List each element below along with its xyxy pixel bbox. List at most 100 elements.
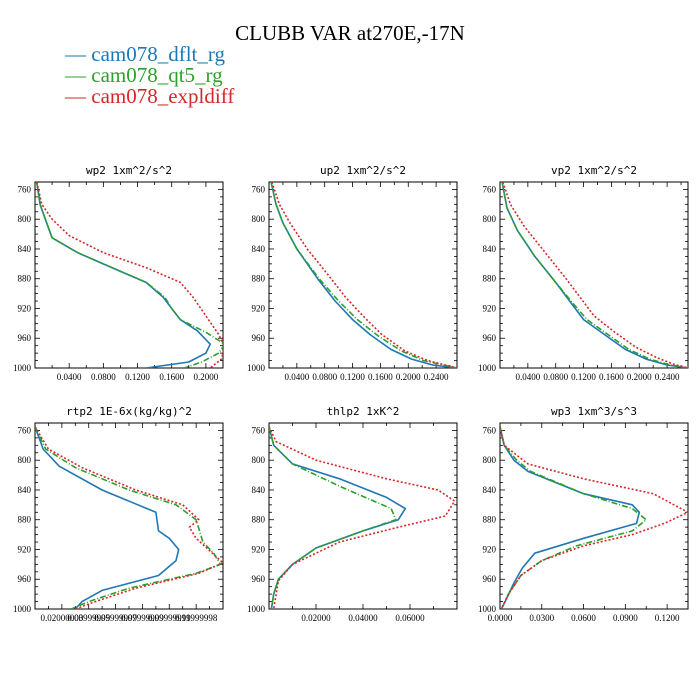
- series-line: [35, 426, 180, 609]
- panel-title: thlp2 1xK^2: [327, 405, 400, 418]
- x-tick-label: 0.0400: [515, 372, 540, 382]
- series-line: [500, 426, 688, 609]
- y-tick-label: 880: [483, 274, 497, 284]
- y-tick-label: 880: [252, 515, 266, 525]
- legend: — cam078_dflt_rg— cam078_qt5_rg— cam078_…: [64, 42, 234, 108]
- x-tick-label: 0.0300: [529, 613, 554, 623]
- x-tick-label: 0.1600: [368, 372, 393, 382]
- x-tick-label: 0.02000000: [40, 613, 83, 623]
- x-tick-label: 0.2000: [627, 372, 652, 382]
- plot-frame: [34, 181, 224, 369]
- x-tick-label: 0.02000: [301, 613, 331, 623]
- panel-title: up2 1xm^2/s^2: [320, 164, 406, 177]
- figure-title: CLUBB VAR at270E,-17N: [235, 21, 465, 45]
- x-tick-label: 0.0800: [91, 372, 116, 382]
- x-tick-label: 0.1200: [125, 372, 150, 382]
- series-line: [35, 426, 222, 609]
- x-tick-label: 0.1600: [599, 372, 624, 382]
- x-tick-label: 0.09999999: [148, 613, 191, 623]
- y-tick-label: 880: [252, 274, 266, 284]
- panel-title: vp2 1xm^2/s^2: [551, 164, 637, 177]
- y-tick-label: 920: [483, 544, 497, 554]
- y-tick-label: 760: [18, 184, 32, 194]
- series-line: [269, 426, 397, 609]
- y-tick-label: 840: [483, 485, 497, 495]
- x-tick-label: 0.04000: [348, 613, 378, 623]
- y-tick-label: 1000: [247, 363, 266, 373]
- y-tick-label: 800: [483, 214, 497, 224]
- x-tick-label: 0.07999999: [121, 613, 164, 623]
- y-tick-label: 760: [483, 425, 497, 435]
- panel-title: wp3 1xm^3/s^3: [551, 405, 637, 418]
- plot-frame: [268, 181, 458, 369]
- x-tick-label: 0.0600: [571, 613, 596, 623]
- x-tick-label: 0.0400: [284, 372, 309, 382]
- x-tick-label: 0.0800: [543, 372, 568, 382]
- legend-label: cam078_qt5_rg: [91, 63, 223, 87]
- y-tick-label: 840: [252, 485, 266, 495]
- y-tick-label: 960: [483, 574, 497, 584]
- series-line: [500, 426, 641, 609]
- y-tick-label: 840: [483, 244, 497, 254]
- series-line: [500, 426, 648, 609]
- x-tick-label: 0.05999999: [94, 613, 137, 623]
- y-tick-label: 920: [252, 303, 266, 313]
- series-line: [501, 182, 688, 368]
- series-line: [501, 182, 688, 368]
- y-tick-label: 880: [18, 515, 32, 525]
- y-tick-label: 1000: [478, 604, 497, 614]
- x-tick-label: 0.0800: [312, 372, 337, 382]
- y-tick-label: 800: [252, 455, 266, 465]
- x-tick-label: 0.2400: [424, 372, 449, 382]
- y-tick-label: 760: [18, 425, 32, 435]
- series-line: [35, 182, 223, 368]
- legend-marker: —: [64, 42, 91, 66]
- series-line: [502, 182, 688, 368]
- x-tick-label: 0.1200: [655, 613, 680, 623]
- y-tick-label: 760: [483, 184, 497, 194]
- y-tick-label: 1000: [13, 604, 32, 614]
- y-tick-label: 960: [18, 574, 32, 584]
- y-tick-label: 760: [252, 425, 266, 435]
- x-tick-label: 0.1200: [571, 372, 596, 382]
- chart-panel: vp2 1xm^2/s^2 760 800 840 880 920 960 1000 0.040…: [478, 164, 689, 382]
- y-tick-label: 920: [18, 303, 32, 313]
- x-tick-label: 0.1200: [340, 372, 365, 382]
- legend-entry: — cam078_qt5_rg: [64, 63, 223, 87]
- y-tick-label: 1000: [13, 363, 32, 373]
- series-line: [271, 182, 457, 368]
- y-tick-label: 960: [252, 574, 266, 584]
- panel-title: rtp2 1E-6x(kg/kg)^2: [66, 405, 192, 418]
- legend-label: cam078_dflt_rg: [91, 42, 225, 66]
- x-tick-label: 0.2400: [655, 372, 680, 382]
- y-tick-label: 800: [18, 214, 32, 224]
- legend-marker: —: [64, 84, 91, 108]
- x-tick-label: 0.03999999: [67, 613, 110, 623]
- x-tick-label: 0.0000: [488, 613, 513, 623]
- panel-title: wp2 1xm^2/s^2: [86, 164, 172, 177]
- plot-frame: [268, 422, 458, 610]
- y-tick-label: 920: [18, 544, 32, 554]
- legend-entry: — cam078_expldiff: [64, 84, 234, 108]
- chart-panel: thlp2 1xK^2 760 800 840 880 920 960 1000 0.02000…: [247, 405, 458, 623]
- series-line: [270, 182, 457, 368]
- series-line: [35, 426, 223, 609]
- x-tick-label: 0.06000: [395, 613, 425, 623]
- chart-panel: wp2 1xm^2/s^2 760 800 840 880 920 960 1000 0.040…: [13, 164, 224, 382]
- plot-frame: [499, 422, 689, 610]
- y-tick-label: 800: [252, 214, 266, 224]
- y-tick-label: 840: [252, 244, 266, 254]
- x-tick-label: 0.0900: [613, 613, 638, 623]
- y-tick-label: 880: [483, 515, 497, 525]
- chart-panel: up2 1xm^2/s^2 760 800 840 880 920 960 1000 0.040…: [247, 164, 458, 382]
- panels: wp2 1xm^2/s^2 760 800 840 880 920 960 1000 0.040…: [13, 164, 689, 623]
- y-tick-label: 1000: [478, 363, 497, 373]
- x-tick-label: 0.0400: [57, 372, 82, 382]
- chart-panel: wp3 1xm^3/s^3 760 800 840 880 920 960 10000.000…: [478, 405, 689, 623]
- y-tick-label: 760: [252, 184, 266, 194]
- series-line: [35, 182, 223, 368]
- y-tick-label: 920: [252, 544, 266, 554]
- y-tick-label: 960: [252, 333, 266, 343]
- legend-marker: —: [64, 63, 91, 87]
- x-tick-label: 0.2000: [396, 372, 421, 382]
